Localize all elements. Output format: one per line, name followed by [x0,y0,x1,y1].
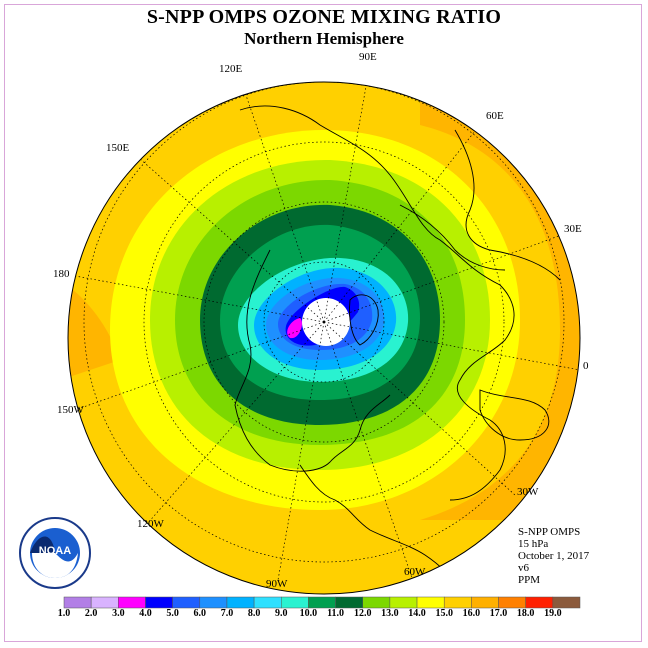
colorbar-tick-label: 12.0 [353,608,372,619]
ozone-field [68,82,580,594]
colorbar-cell [281,596,309,609]
colorbar-cell [199,596,228,609]
band-15-16-west [68,280,120,380]
coastline-eurasia [239,105,515,501]
colorbar-tick-label: 6.0 [193,608,207,619]
info-date: October 1, 2017 [518,550,590,562]
colorbar-tick-label: 16.0 [462,608,481,619]
lon-label-150w: 150W [57,404,84,416]
lon-label-120w: 120W [137,518,164,530]
colorbar-tick-label: 2.0 [84,608,98,619]
lon-label-60e: 60E [486,110,504,122]
coastline-siberia [399,204,506,271]
colorbar-cell [552,596,581,609]
colorbar-tick-label: 5.0 [166,608,179,619]
colorbar-tick-label: 3.0 [112,608,125,619]
colorbar-cell [471,596,499,609]
lon-label-60w: 60W [404,566,426,578]
lon-label-120e: 120E [219,63,243,75]
info-instrument: S-NPP OMPS [518,526,581,538]
colorbar-cell [389,596,418,609]
product-info: S-NPP OMPS 15 hPa October 1, 2017 v6 PPM [518,526,589,586]
info-units: PPM [518,574,541,586]
latitude-circle-30 [143,141,505,503]
info-level: 15 hPa [518,538,549,550]
logo-text: NOAA [39,545,71,557]
lon-label-30w: 30W [517,486,539,498]
coastlines [234,105,561,591]
colorbar-cell [362,596,391,609]
colorbar-tick-label: 9.0 [275,608,288,619]
band-3-4 [287,318,302,339]
colorbar-cell [335,596,363,609]
meridian-150e [129,149,325,323]
lon-label-180: 180 [53,268,70,280]
colorbar-cell [118,596,146,609]
meridian-60w [323,321,413,579]
colorbar-tick-label: 8.0 [247,608,261,619]
meridian-60e [323,111,491,323]
colorbar-tick-label: 1.0 [57,608,71,619]
latitude-circle-50 [203,201,445,443]
colorbar-tick-label: 14.0 [408,608,426,619]
colorbar-tick-label: 13.0 [381,608,399,619]
colorbar-tick-label: 7.0 [220,608,234,619]
lon-label-150e: 150E [106,142,130,154]
colorbar-tick-label: 18.0 [516,608,535,619]
lon-label-90w: 90W [266,578,288,590]
meridian-30w [323,321,516,496]
colorbar-tick-label: 11.0 [327,608,345,619]
map-subtitle: Northern Hemisphere [244,29,404,48]
latitude-circle-70 [263,261,385,383]
colorbar-tick-label: 4.0 [139,608,152,619]
latitude-circle-10 [83,82,565,563]
colorbar-tick-label: 17.0 [489,608,508,619]
colorbar-cells [63,596,581,609]
lon-label-30e: 30E [564,223,582,235]
colorbar-cell [63,596,92,609]
meridian-0 [323,321,580,371]
meridian-120w [139,321,325,533]
coastline-asia-east [454,129,561,281]
polar-night-region [302,298,350,346]
colorbar-tick-label: 10.0 [299,608,318,619]
map-boundary [67,81,581,595]
colorbar-cell [90,596,119,609]
meridian-30e [323,229,576,323]
coastline-greenland [349,294,379,346]
colorbar-cell [253,596,282,609]
lon-label-90e: 90E [359,51,377,63]
coastline-central-america [299,464,461,591]
colorbar-tick-label: 19.0 [544,608,562,619]
colorbar-tick-label: 15.0 [435,608,453,619]
colorbar-cell [443,596,472,609]
colorbar-cell [525,596,554,609]
colorbar-cell [498,596,526,609]
colorbar-cell [416,596,445,609]
coastline-north-america [234,249,391,472]
meridian-150w [74,321,325,411]
figure-frame [4,4,642,642]
meridian-180 [69,274,325,323]
lon-label-0: 0 [583,360,589,372]
colorbar-cell [308,596,336,609]
map-title: S-NPP OMPS OZONE MIXING RATIO [146,6,502,28]
colorbar-cell [172,596,201,609]
meridian-120e [237,82,325,323]
graticule [69,82,580,581]
colorbar-cell [226,596,255,609]
colorbar-cell [145,596,173,609]
noaa-logo-icon: NOAA [19,517,91,589]
coastline-africa [479,389,550,441]
info-version: v6 [518,562,529,574]
